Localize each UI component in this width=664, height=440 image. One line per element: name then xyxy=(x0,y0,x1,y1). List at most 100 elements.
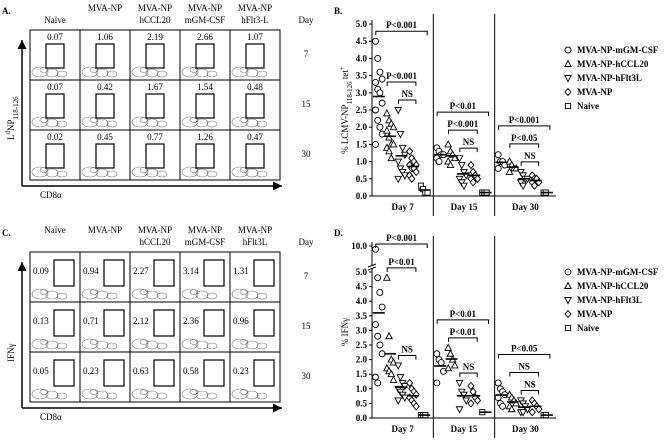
contour xyxy=(81,66,99,78)
y-tick-label: 3.5 xyxy=(356,71,368,81)
y-tick-label: 3.5 xyxy=(356,311,368,321)
contour xyxy=(106,170,118,178)
contour xyxy=(39,339,49,345)
contour xyxy=(89,167,99,173)
contour xyxy=(189,167,199,173)
gate-percent: 0.02 xyxy=(47,132,63,142)
column-header: hFlt3L xyxy=(243,237,268,247)
contour xyxy=(145,68,159,78)
legend-label: MVA-NP-hCCL20 xyxy=(577,281,649,291)
contour xyxy=(256,170,268,178)
point xyxy=(378,75,386,83)
gate-percent: 0.42 xyxy=(97,82,113,92)
column-header: mGM-CSF xyxy=(185,15,226,25)
gate-percent: 0.58 xyxy=(183,366,199,376)
contour xyxy=(189,117,199,123)
contour xyxy=(39,389,49,395)
contour xyxy=(81,116,99,128)
gate xyxy=(195,143,215,169)
column-header: MVA-NP xyxy=(88,225,122,235)
contour xyxy=(256,70,268,78)
contour xyxy=(239,339,249,345)
gate-percent: 1.67 xyxy=(147,82,163,92)
point xyxy=(382,126,391,134)
day-label: 15 xyxy=(302,99,312,109)
point xyxy=(437,359,445,366)
contour xyxy=(231,388,249,400)
gate-percent: 0.63 xyxy=(133,366,149,376)
contour xyxy=(139,389,149,395)
panel-label: C. xyxy=(2,228,11,238)
column-header: MVA-NP xyxy=(88,3,122,13)
point xyxy=(398,144,407,153)
contour xyxy=(106,70,118,78)
gate xyxy=(45,143,65,169)
y-tick-label: 0.0 xyxy=(356,413,368,423)
gate-percent: 2.27 xyxy=(133,266,149,276)
day-label: 15 xyxy=(302,321,312,331)
legend-marker xyxy=(564,87,572,97)
contour xyxy=(145,118,159,128)
significance-label: P<0.05 xyxy=(511,133,538,143)
day-label: 30 xyxy=(302,371,312,381)
gate-percent: 1.06 xyxy=(97,32,113,42)
flow-plot xyxy=(179,79,231,131)
label-part: 118-126 xyxy=(12,96,20,120)
point xyxy=(535,405,543,414)
point xyxy=(376,288,384,296)
contour xyxy=(89,339,99,345)
contour xyxy=(56,170,68,178)
significance-label: P<0.05 xyxy=(511,343,538,353)
significance-bracket xyxy=(509,371,540,377)
point xyxy=(455,380,464,388)
panel-label: D. xyxy=(334,228,343,238)
y-tick-label: 3.0 xyxy=(356,325,368,335)
point xyxy=(376,89,384,97)
gate xyxy=(53,359,75,387)
legend-label: MVA-NP-hFlt3L xyxy=(577,295,642,305)
contour xyxy=(245,340,259,350)
y-axis-label: % IFNγ xyxy=(340,318,350,346)
flow-plot xyxy=(229,29,281,81)
significance-bracket xyxy=(386,81,417,86)
significance-bracket xyxy=(459,147,478,153)
contour xyxy=(131,288,149,300)
contour xyxy=(231,288,249,300)
point xyxy=(473,174,482,183)
legend-marker xyxy=(564,324,572,332)
flow-plot xyxy=(129,79,181,131)
legend-label: MVA-NP-hFlt3L xyxy=(577,73,642,83)
y-tick-label: 5.0 xyxy=(356,267,368,277)
contour xyxy=(239,67,249,73)
gate xyxy=(103,309,125,337)
panel-label: A. xyxy=(2,6,11,16)
point xyxy=(446,349,455,357)
contour xyxy=(239,389,249,395)
significance-bracket xyxy=(375,243,428,248)
gate xyxy=(45,43,65,69)
day-header: Day xyxy=(299,15,314,25)
gate xyxy=(145,93,165,119)
contour xyxy=(139,339,149,345)
contour xyxy=(206,170,218,178)
contour xyxy=(181,66,199,78)
flow-plot xyxy=(129,129,181,181)
significance-bracket xyxy=(398,99,417,104)
x-tick-label: Day 15 xyxy=(451,424,478,434)
point xyxy=(512,398,521,407)
legend-marker xyxy=(564,102,572,110)
point xyxy=(433,350,441,358)
gate-percent: 0.71 xyxy=(83,316,99,326)
gate-percent: 2.36 xyxy=(183,316,199,326)
significance-bracket xyxy=(520,389,540,395)
column-header: hFlt3-L xyxy=(241,15,269,25)
significance-bracket xyxy=(497,125,551,130)
contour xyxy=(206,392,218,400)
significance-label: NS xyxy=(463,137,475,147)
significance-label: P<0.01 xyxy=(388,257,415,267)
column-header: hCCL20 xyxy=(139,237,171,247)
significance-label: NS xyxy=(524,379,536,389)
significance-bracket xyxy=(375,30,428,36)
contour xyxy=(31,166,49,178)
